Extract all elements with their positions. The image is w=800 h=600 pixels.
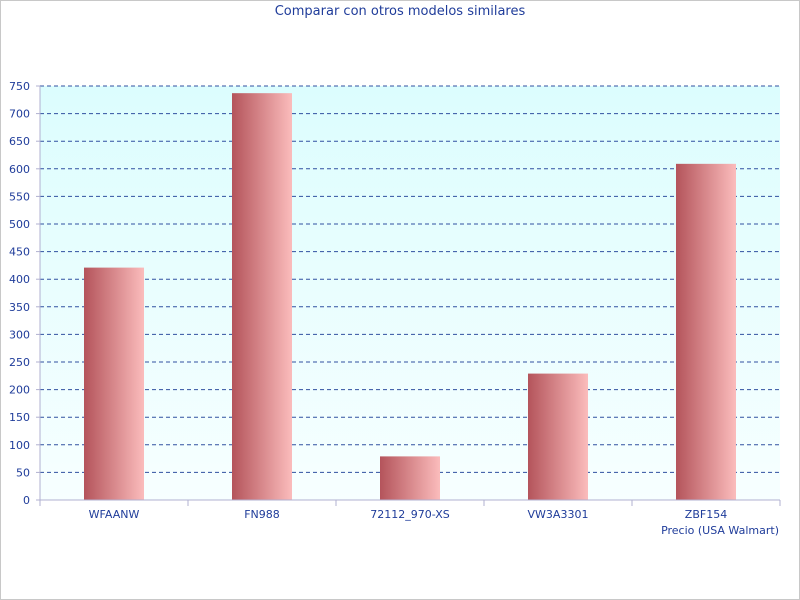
y-tick-label: 750 bbox=[9, 80, 30, 93]
y-tick-label: 50 bbox=[16, 466, 30, 479]
x-tick-label: 72112_970-XS bbox=[370, 508, 449, 521]
y-tick-label: 150 bbox=[9, 411, 30, 424]
x-tick-label: FN988 bbox=[244, 508, 280, 521]
y-tick-labels: 0 50 100 150 200 250 300 350 400 450 500 550 600 650 7… bbox=[9, 80, 40, 507]
gridlines bbox=[40, 85, 780, 473]
bar-zbf154 bbox=[676, 163, 736, 500]
bar-72112_970-xs bbox=[380, 456, 440, 500]
axes bbox=[39, 86, 780, 501]
y-tick-label: 400 bbox=[9, 273, 30, 286]
y-tick-label: 300 bbox=[9, 328, 30, 341]
y-tick-label: 200 bbox=[9, 384, 30, 397]
y-tick-label: 350 bbox=[9, 301, 30, 314]
y-tick-label: 500 bbox=[9, 218, 30, 231]
x-axis-title: Precio (USA Walmart) bbox=[661, 524, 779, 537]
bars bbox=[84, 93, 736, 501]
bar-fn988 bbox=[232, 93, 292, 501]
y-tick-label: 100 bbox=[9, 439, 30, 452]
y-tick-label: 650 bbox=[9, 135, 30, 148]
plot-area bbox=[40, 86, 780, 500]
y-tick-label: 450 bbox=[9, 246, 30, 259]
y-tick-label: 0 bbox=[23, 494, 30, 507]
y-tick-label: 700 bbox=[9, 108, 30, 121]
y-tick-label: 600 bbox=[9, 163, 30, 176]
x-tick-label: WFAANW bbox=[89, 508, 140, 521]
bar-wfaanw bbox=[84, 267, 144, 500]
y-tick-label: 550 bbox=[9, 190, 30, 203]
bar-vw3a3301 bbox=[528, 373, 588, 500]
x-tick-label: VW3A3301 bbox=[528, 508, 589, 521]
x-tick-labels: WFAANW FN988 72112_970-XS VW3A3301 ZBF154 bbox=[39, 500, 781, 521]
x-tick-label: ZBF154 bbox=[685, 508, 727, 521]
chart-title: Comparar con otros modelos similares bbox=[274, 4, 526, 19]
y-tick-label: 250 bbox=[9, 356, 30, 369]
